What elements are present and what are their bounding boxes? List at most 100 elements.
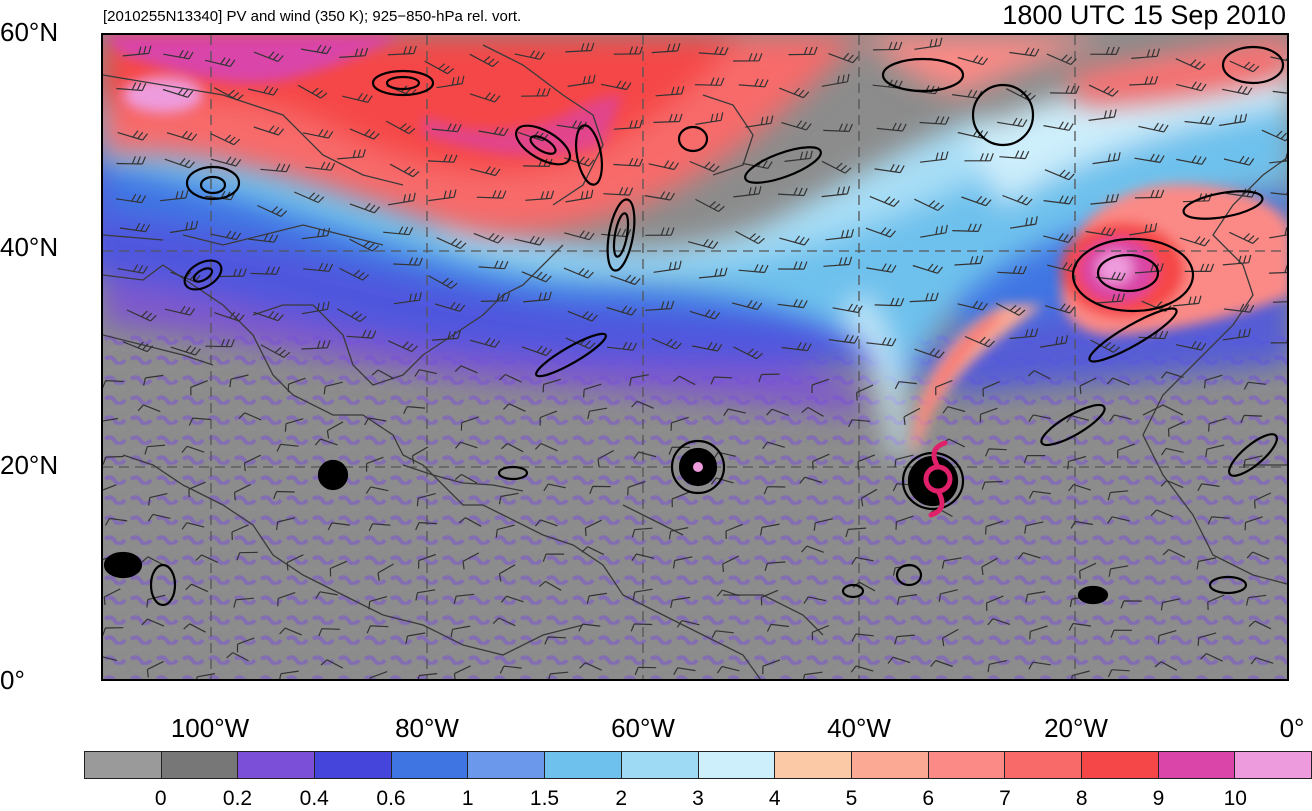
wind-barb: [627, 480, 646, 496]
colorbar-tick-label: 0.4: [299, 787, 329, 810]
wind-barb: [777, 187, 808, 197]
wind-barb: [1092, 152, 1121, 165]
wind-barb: [329, 560, 348, 577]
wind-barb: [103, 455, 124, 465]
wind-barb: [567, 310, 598, 322]
wind-barb: [812, 453, 830, 470]
wind-barb: [387, 192, 416, 206]
wind-barb: [1207, 594, 1225, 611]
wind-barb: [214, 311, 245, 322]
wind-barb: [476, 190, 507, 199]
wind-barb: [1222, 328, 1251, 341]
wind-barb: [857, 454, 876, 470]
wind-barb: [784, 150, 813, 162]
wind-barb: [236, 637, 255, 653]
wind-barb: [579, 662, 602, 671]
wind-barb: [1176, 81, 1207, 92]
wind-barb: [544, 636, 567, 645]
wind-barb: [301, 340, 331, 350]
wind-barb: [342, 92, 373, 103]
wind-barb: [314, 438, 338, 446]
wind-barb: [1134, 153, 1165, 163]
wind-barb: [181, 522, 205, 530]
wind-barb: [645, 300, 675, 311]
wind-barb: [514, 50, 545, 60]
wind-barb: [1160, 371, 1184, 379]
wind-barb: [141, 556, 165, 566]
wind-barb: [935, 379, 953, 396]
wind-barb: [233, 483, 251, 501]
wind-barb: [691, 341, 723, 352]
colorbar-segment: [85, 752, 162, 778]
wind-barb: [478, 260, 509, 270]
wind-barb: [428, 275, 458, 289]
wind-barb: [498, 564, 516, 582]
wind-barb: [326, 421, 344, 439]
wind-barb: [521, 271, 552, 283]
wind-barb: [147, 513, 171, 522]
wind-barb: [920, 224, 948, 238]
colorbar-tick-label: 1.5: [529, 787, 560, 810]
wind-barb: [1219, 113, 1248, 127]
colorbar-tick-label: 10: [1223, 787, 1247, 810]
colorbar-tick-label: 2: [615, 787, 628, 810]
wind-barb: [1043, 233, 1074, 243]
wind-barb: [760, 523, 780, 536]
wind-barb: [115, 193, 147, 204]
wind-barb: [1106, 377, 1130, 386]
colorbar-tick-label: 6: [922, 787, 935, 810]
wind-barb: [499, 373, 522, 383]
wind-barb: [427, 154, 458, 163]
wind-barb: [607, 341, 638, 351]
wind-barb: [942, 406, 966, 414]
wind-barb: [320, 659, 344, 669]
wind-barb: [985, 448, 1007, 457]
wind-barb: [1204, 374, 1223, 389]
coastlines: [103, 44, 1287, 679]
wind-barb: [758, 373, 780, 383]
wind-barb: [1207, 516, 1230, 525]
wind-barb: [874, 163, 905, 174]
wind-barb: [315, 591, 338, 600]
wind-barb: [821, 186, 851, 198]
wind-barb: [502, 403, 526, 412]
wind-barb: [454, 473, 478, 484]
wind-barb: [832, 303, 863, 314]
wind-barb: [1009, 328, 1039, 340]
wind-barb: [1176, 155, 1207, 165]
wind-barb: [1068, 484, 1091, 492]
wind-barb: [1200, 653, 1223, 662]
wind-barb: [979, 407, 998, 423]
wind-barb: [253, 125, 285, 136]
colorbar-segment: [698, 752, 776, 778]
wind-barb: [366, 456, 384, 472]
wind-barb: [1270, 56, 1287, 62]
map-canvas: [103, 35, 1287, 679]
wind-barb: [1254, 492, 1272, 509]
wind-barb: [454, 441, 478, 449]
wind-barb: [253, 51, 284, 62]
wind-barb: [597, 449, 614, 468]
wind-barb: [644, 191, 676, 201]
wind-barb: [185, 583, 209, 593]
wind-barb: [1162, 548, 1186, 558]
wind-barb: [368, 523, 391, 532]
wind-barb: [1134, 263, 1164, 274]
wind-barb: [431, 123, 462, 133]
wind-barb: [418, 553, 436, 569]
wind-barb: [498, 492, 519, 505]
wind-barb: [914, 198, 945, 212]
wind-barb: [873, 41, 903, 51]
wind-barb: [287, 377, 306, 393]
wind-barb: [196, 673, 216, 679]
wind-barb: [828, 52, 859, 64]
wind-barb: [369, 671, 388, 679]
wind-barb: [987, 618, 1011, 626]
wind-barb: [1184, 263, 1215, 272]
wind-barb: [1095, 271, 1126, 281]
wind-barb: [942, 628, 959, 647]
wind-barb: [763, 486, 786, 495]
wind-barb: [1129, 222, 1158, 236]
colorbar-segment: [545, 752, 622, 778]
wind-barb: [764, 561, 786, 571]
